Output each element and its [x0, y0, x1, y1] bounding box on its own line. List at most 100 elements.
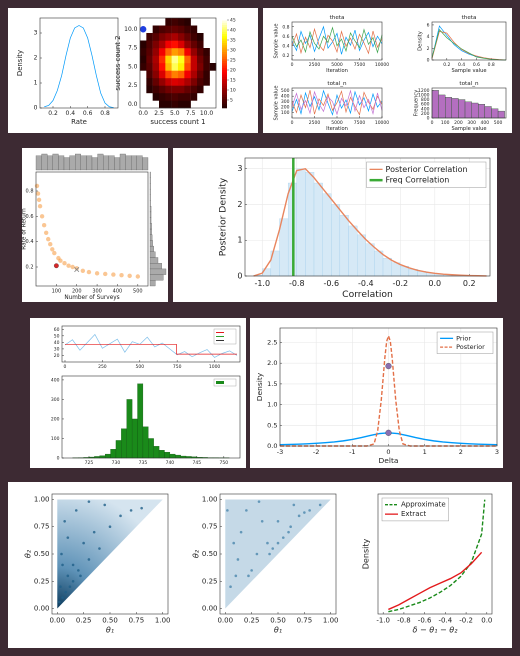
y-tick-label: 0.2 [282, 53, 289, 59]
bar [121, 428, 127, 459]
x-tick-label: -3 [277, 448, 283, 456]
x-tick-label: 7.5 [186, 110, 196, 117]
marginal-bar [91, 157, 98, 171]
colorbar-step [222, 87, 227, 91]
x-tick-label: 0.00 [49, 617, 65, 625]
heatmap-cell [190, 78, 198, 86]
marginal-bar [149, 234, 153, 241]
x-tick-label: 0.2 [48, 110, 58, 117]
colorbar-step [222, 24, 227, 28]
y-axis-label: Density [16, 50, 24, 76]
bar [374, 250, 384, 277]
heatmap-cell [178, 18, 185, 26]
line [291, 90, 383, 116]
heatmap-cell [159, 70, 166, 79]
point [41, 223, 47, 228]
colorbar-step [222, 76, 227, 80]
y-tick-label: 0.4 [26, 239, 34, 245]
bar [471, 102, 479, 119]
y-axis-label: Sample value [274, 23, 280, 58]
point [127, 273, 132, 279]
y-tick-label: 300 [51, 397, 60, 403]
x-tick-label: 0.25 [244, 617, 260, 625]
line [431, 30, 507, 61]
y-axis-label: θ₂ [24, 549, 33, 558]
marginal-bar [97, 153, 104, 171]
x-tick-label: 0.0 [481, 617, 492, 625]
y-tick-label: 0.0 [128, 101, 138, 108]
heatmap-cell [140, 55, 147, 64]
x-tick-label: 0.6 [473, 62, 480, 68]
point [64, 590, 68, 594]
y-tick-label: 600 [421, 102, 430, 108]
heatmap-cell [159, 48, 166, 56]
heatmap-cell [152, 93, 160, 101]
y-tick-label: 400 [281, 94, 290, 100]
plot-area [36, 172, 148, 286]
colorbar-step [222, 90, 227, 93]
point [119, 273, 124, 278]
bar [169, 453, 176, 459]
heatmap-cell [203, 63, 210, 71]
colorbar-step [222, 85, 227, 89]
y-tick-label: 30 [54, 346, 60, 352]
x-tick-label: 2 [459, 448, 463, 456]
y-axis-label: success count 2 [114, 35, 122, 90]
point [226, 509, 229, 512]
heatmap-cell [165, 93, 172, 101]
colorbar-step [222, 38, 227, 41]
heatmap-cell [203, 55, 210, 64]
heatmap-cell [171, 78, 179, 86]
x-tick-label: 5000 [331, 120, 343, 126]
heatmap-cell [165, 25, 172, 34]
colorbar-step [222, 69, 227, 73]
legend-label: Extract [401, 510, 426, 518]
x-tick-label: 100 [52, 288, 62, 294]
y-tick-label: 1.0 [267, 401, 277, 409]
x-tick-label: 5000 [331, 62, 343, 68]
point [66, 536, 70, 539]
heatmap-cell [152, 33, 160, 41]
marginal-bar [149, 223, 152, 230]
heatmap-cell [178, 63, 185, 71]
legend-label: Freq Correlation [386, 176, 450, 185]
x-tick-label: 735 [139, 460, 148, 466]
x-tick-label: 0.00 [217, 617, 233, 625]
marginal-bar [149, 188, 151, 195]
marginal-bar [149, 183, 151, 190]
x-axis-label: Delta [379, 456, 399, 465]
colorbar-step [222, 54, 227, 57]
colorbar-step [222, 96, 227, 100]
y-tick-label: 0.4 [282, 43, 289, 49]
heatmap-cell [197, 55, 204, 64]
x-tick-label: 1 [423, 448, 427, 456]
marginal-bar [149, 177, 151, 184]
point [62, 261, 67, 266]
point [63, 519, 66, 523]
heatmap-cell [190, 48, 198, 56]
point [108, 525, 112, 529]
colorbar-step [222, 58, 227, 62]
y-tick-label: 3 [34, 30, 38, 37]
marginal-bar [149, 228, 152, 235]
colorbar-step [222, 63, 227, 66]
bar [279, 218, 289, 277]
heatmap-cell [190, 40, 198, 49]
y-tick-label: 0.8 [26, 189, 34, 195]
heatmap-cell [178, 25, 185, 34]
bar [431, 90, 439, 119]
x-tick-label: -0.8 [397, 617, 411, 625]
y-tick-label: 3 [237, 164, 242, 173]
marginal-bar [149, 257, 159, 264]
x-tick-label: 7500 [354, 120, 366, 126]
colorbar-step [222, 20, 227, 23]
heatmap-cell [203, 48, 210, 56]
y-tick-label: 1200 [418, 88, 430, 94]
bar [126, 399, 133, 459]
colorbar-step [222, 92, 227, 95]
x-tick-label: 1.00 [155, 617, 171, 625]
colorbar-label: 10 [230, 88, 236, 94]
point [268, 552, 271, 556]
point [80, 268, 86, 273]
y-tick-label: 400 [51, 377, 60, 383]
